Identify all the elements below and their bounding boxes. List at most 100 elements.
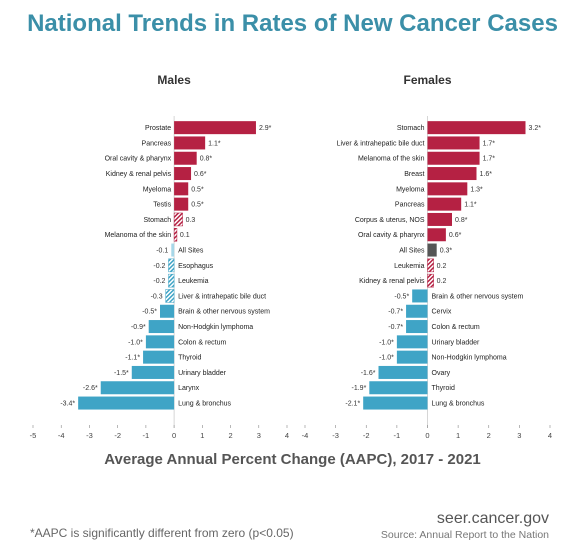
category-label-stomach: Stomach: [143, 217, 171, 224]
bar-liver-intrahepatic-bile-duct: [165, 289, 175, 303]
bar-oral-cavity-pharynx: [427, 228, 446, 242]
value-label-urinary-bladder: -1.0*: [379, 339, 394, 346]
bar-pancreas: [427, 197, 462, 211]
x-tick-label: -4: [58, 431, 65, 440]
value-label-thyroid: -1.9*: [352, 385, 367, 392]
panel-title-males: Males: [157, 73, 191, 87]
bar-cervix: [406, 304, 428, 318]
x-tick-label: -4: [302, 431, 309, 440]
category-label-thyroid: Thyroid: [432, 385, 455, 392]
bar-urinary-bladder: [131, 365, 175, 379]
panel-females: Females -4 -3 -2 -1 0 1 2 3 4 Stomach 3.2* Liver & i…: [302, 73, 552, 440]
x-axis-label: Average Annual Percent Change (AAPC), 20…: [104, 451, 481, 468]
chart-title: National Trends in Rates of New Cancer C…: [27, 10, 558, 37]
value-label-lung-bronchus: -3.4*: [60, 400, 75, 407]
value-label-cervix: -0.7*: [388, 309, 403, 316]
bar-urinary-bladder: [396, 335, 428, 349]
category-label-pancreas: Pancreas: [142, 140, 172, 147]
category-label-prostate: Prostate: [145, 125, 171, 132]
bar-myeloma: [174, 182, 189, 196]
value-label-lung-bronchus: -2.1*: [345, 400, 360, 407]
bar-melanoma-of-the-skin: [173, 228, 178, 242]
bar-oral-cavity-pharynx: [174, 151, 197, 165]
value-label-colon-rectum: -0.7*: [388, 324, 403, 331]
category-label-brain-other-nervous-system: Brain & other nervous system: [178, 309, 270, 316]
value-label-myeloma: 0.5*: [191, 186, 204, 193]
category-label-all-sites: All Sites: [178, 247, 204, 254]
site-url[interactable]: seer.cancer.gov: [436, 510, 549, 527]
value-label-leukemia: 0.2: [437, 263, 447, 270]
bar-melanoma-of-the-skin: [427, 151, 480, 165]
category-label-non-hodgkin-lymphoma: Non-Hodgkin lymphoma: [178, 324, 253, 331]
bar-all-sites: [427, 243, 437, 257]
value-label-larynx: -2.6*: [83, 385, 98, 392]
value-label-liver-intrahepatic-bile-duct: -0.3: [151, 293, 163, 300]
x-tick-label: 2: [228, 431, 232, 440]
category-label-urinary-bladder: Urinary bladder: [178, 370, 227, 377]
x-tick-label: 1: [200, 431, 204, 440]
x-tick-label: -2: [114, 431, 121, 440]
bar-lung-bronchus: [78, 396, 175, 410]
bar-prostate: [174, 121, 256, 135]
bar-non-hodgkin-lymphoma: [396, 350, 428, 364]
value-label-myeloma: 1.3*: [470, 186, 483, 193]
category-label-kidney-renal-pelvis: Kidney & renal pelvis: [106, 171, 172, 178]
category-label-colon-rectum: Colon & rectum: [432, 324, 480, 331]
x-tick-label: 1: [456, 431, 460, 440]
bar-stomach: [427, 121, 526, 135]
bar-breast: [427, 167, 477, 181]
footnote: *AAPC is significantly different from ze…: [30, 526, 294, 540]
category-label-testis: Testis: [153, 202, 171, 209]
value-label-non-hodgkin-lymphoma: -1.0*: [379, 355, 394, 362]
bar-myeloma: [427, 182, 468, 196]
category-label-all-sites: All Sites: [399, 247, 425, 254]
value-label-liver-intrahepatic-bile-duct: 1.7*: [483, 140, 496, 147]
value-label-leukemia: -0.2: [153, 278, 165, 285]
category-label-myeloma: Myeloma: [396, 186, 425, 193]
value-label-kidney-renal-pelvis: 0.2: [437, 278, 447, 285]
x-tick-label: 2: [487, 431, 491, 440]
category-label-oral-cavity-pharynx: Oral cavity & pharynx: [105, 156, 172, 163]
value-label-urinary-bladder: -1.5*: [114, 370, 129, 377]
category-label-corpus-uterus-nos: Corpus & uterus, NOS: [355, 217, 425, 224]
x-tick-label: -2: [363, 431, 370, 440]
x-tick-label: -3: [332, 431, 339, 440]
bar-stomach: [173, 212, 183, 227]
x-tick-label: 0: [425, 431, 429, 440]
category-label-leukemia: Leukemia: [178, 278, 208, 285]
bar-brain-other-nervous-system: [160, 304, 175, 318]
bar-pancreas: [174, 136, 206, 150]
bar-non-hodgkin-lymphoma: [148, 320, 175, 334]
category-label-melanoma-of-the-skin: Melanoma of the skin: [358, 156, 425, 163]
bar-colon-rectum: [406, 320, 428, 334]
category-label-lung-bronchus: Lung & bronchus: [432, 400, 485, 407]
category-label-esophagus: Esophagus: [178, 263, 214, 270]
value-label-breast: 1.6*: [480, 171, 493, 178]
panel-males: Males -5 -4 -3 -2 -1 0 1 2 3 4 Prostate 2.9* Pancreas…: [30, 73, 289, 440]
category-label-larynx: Larynx: [178, 385, 200, 392]
value-label-oral-cavity-pharynx: 0.8*: [200, 156, 213, 163]
bar-testis: [174, 197, 189, 211]
value-label-melanoma-of-the-skin: 1.7*: [483, 156, 496, 163]
category-label-colon-rectum: Colon & rectum: [178, 339, 226, 346]
bar-all-sites: [171, 243, 175, 257]
x-tick-label: -5: [30, 431, 37, 440]
value-label-colon-rectum: -1.0*: [128, 339, 143, 346]
value-label-brain-other-nervous-system: -0.5*: [142, 309, 157, 316]
value-label-prostate: 2.9*: [259, 125, 272, 132]
category-label-brain-other-nervous-system: Brain & other nervous system: [432, 293, 524, 300]
bar-esophagus: [168, 258, 175, 273]
category-label-liver-intrahepatic-bile-duct: Liver & intrahepatic bile duct: [337, 140, 425, 147]
category-label-oral-cavity-pharynx: Oral cavity & pharynx: [358, 232, 425, 239]
category-label-ovary: Ovary: [432, 370, 451, 377]
category-label-non-hodgkin-lymphoma: Non-Hodgkin lymphoma: [432, 355, 507, 362]
value-label-thyroid: -1.1*: [125, 355, 140, 362]
value-label-stomach: 3.2*: [529, 125, 542, 132]
category-label-liver-intrahepatic-bile-duct: Liver & intrahepatic bile duct: [178, 293, 266, 300]
x-tick-label: 0: [172, 431, 176, 440]
value-label-oral-cavity-pharynx: 0.6*: [449, 232, 462, 239]
category-label-leukemia: Leukemia: [394, 263, 424, 270]
value-label-melanoma-of-the-skin: 0.1: [180, 232, 190, 239]
value-label-non-hodgkin-lymphoma: -0.9*: [131, 324, 146, 331]
x-tick-label: -1: [143, 431, 150, 440]
